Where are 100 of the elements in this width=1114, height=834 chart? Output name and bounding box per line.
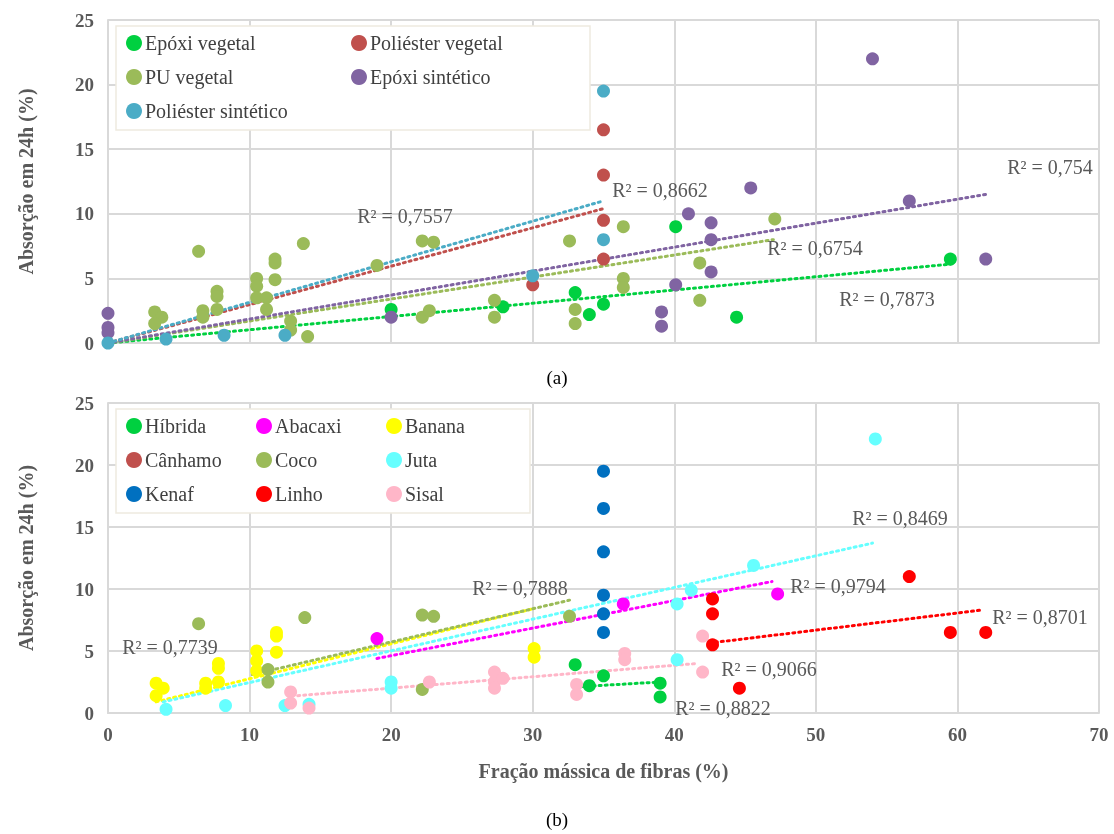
legend-label: Banana <box>405 415 466 437</box>
point <box>696 629 710 643</box>
point <box>568 317 582 331</box>
point <box>101 306 115 320</box>
point <box>597 297 610 311</box>
point <box>597 501 610 515</box>
point <box>278 328 292 342</box>
legend-label: PU vegetal <box>145 66 234 89</box>
y-tick-label: 10 <box>75 203 94 225</box>
y-axis-title: Absorção em 24h (%) <box>15 88 38 275</box>
text: (a) <box>546 367 568 389</box>
legend-label: Juta <box>405 449 438 471</box>
point <box>979 252 993 266</box>
annotation: R² = 0,7557 <box>357 205 453 227</box>
point <box>669 278 683 292</box>
y-tick-label: 5 <box>84 640 94 662</box>
point <box>670 653 684 667</box>
legend-label: Sisal <box>405 483 445 505</box>
point <box>597 168 610 182</box>
point <box>655 305 669 319</box>
point <box>148 317 162 331</box>
point <box>706 592 720 606</box>
x-tick-label: 50 <box>806 724 826 745</box>
point <box>219 699 232 713</box>
annotation: R² = 0,8701 <box>992 606 1088 628</box>
x-tick-label: 60 <box>947 724 967 745</box>
point <box>268 273 282 287</box>
legend-label: Linho <box>275 483 323 505</box>
point <box>732 681 746 695</box>
point <box>979 625 993 639</box>
y-tick-label: 25 <box>75 9 94 31</box>
legend-label: Abacaxi <box>275 415 343 437</box>
point <box>943 252 957 266</box>
point <box>943 625 957 639</box>
x-tick-label: 70 <box>1089 724 1109 745</box>
x-tick-label: 20 <box>381 724 401 745</box>
point <box>902 194 916 208</box>
point <box>568 658 582 672</box>
point <box>427 235 441 249</box>
point <box>159 702 173 716</box>
annotation: R² = 0,8469 <box>852 507 948 529</box>
point <box>284 696 298 710</box>
point <box>704 233 718 247</box>
annotation: R² = 0,7888 <box>472 577 568 599</box>
y-tick-label: 0 <box>84 332 94 354</box>
x-tick-label: 10 <box>240 724 260 745</box>
point <box>296 237 310 251</box>
point <box>704 216 718 230</box>
text: (b) <box>545 809 569 831</box>
point <box>563 609 577 623</box>
point <box>868 432 882 446</box>
point <box>597 669 610 683</box>
point <box>250 664 264 678</box>
x-tick-label: 40 <box>664 724 684 745</box>
point <box>771 587 785 601</box>
point <box>597 625 610 639</box>
x-tick-label: 0 <box>103 724 113 745</box>
y-tick-label: 20 <box>75 454 94 476</box>
point <box>744 181 758 195</box>
point <box>427 609 441 623</box>
point <box>653 690 667 704</box>
point <box>298 611 312 625</box>
point <box>192 244 206 258</box>
point <box>616 597 630 611</box>
point <box>302 701 316 715</box>
y-tick-label: 0 <box>84 702 94 724</box>
point <box>488 293 501 307</box>
point <box>260 302 274 316</box>
y-tick-label: 5 <box>84 267 94 289</box>
point <box>159 332 173 346</box>
point <box>669 220 683 234</box>
point <box>570 687 584 701</box>
x-axis-title: Fração mássica de fibras (%) <box>478 760 729 783</box>
point <box>370 632 384 646</box>
point <box>706 607 720 621</box>
point <box>684 583 698 597</box>
y-axis-title: Absorção em 24h (%) <box>15 464 38 652</box>
point <box>693 293 707 307</box>
point <box>568 286 582 300</box>
point <box>597 213 610 227</box>
point <box>653 676 667 690</box>
point <box>747 558 761 572</box>
point <box>192 617 206 631</box>
point <box>597 545 610 559</box>
point <box>563 234 577 248</box>
y-tick-label: 20 <box>75 74 94 96</box>
annotation: R² = 0,6754 <box>767 237 863 259</box>
point <box>488 310 501 324</box>
point <box>422 675 436 689</box>
annotation: R² = 0,754 <box>1007 156 1093 178</box>
y-tick-label: 15 <box>75 516 94 538</box>
point <box>902 570 916 584</box>
point <box>597 607 610 621</box>
point <box>217 328 231 342</box>
point <box>866 52 879 66</box>
point <box>384 310 398 324</box>
point <box>415 234 429 248</box>
point <box>526 269 540 283</box>
point <box>527 650 541 664</box>
legend-label: Cânhamo <box>145 449 222 471</box>
